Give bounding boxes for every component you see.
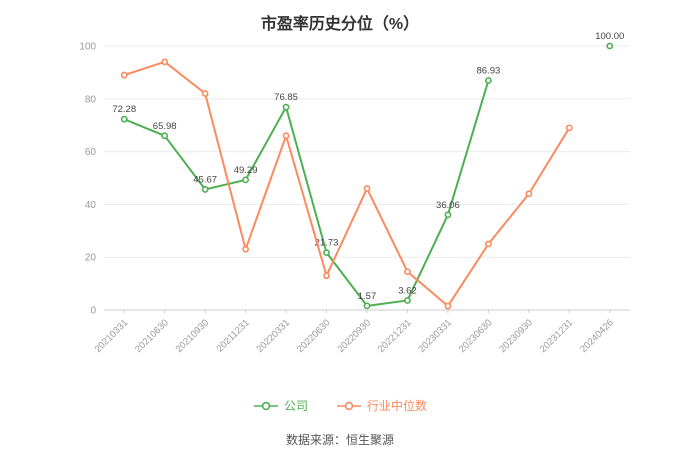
value-label: 100.00 <box>595 31 624 42</box>
x-axis-tick-label: 20211231 <box>215 317 252 354</box>
value-label: 86.93 <box>476 66 500 77</box>
data-point-company[interactable] <box>242 176 250 184</box>
x-axis-tick-label: 20230331 <box>416 317 454 355</box>
data-point-company[interactable] <box>282 103 290 111</box>
data-point-company[interactable] <box>404 297 411 304</box>
x-axis-tick-label: 20231231 <box>538 317 576 355</box>
value-label: 36.06 <box>436 200 460 211</box>
value-label: 49.29 <box>234 165 258 176</box>
legend-marker-industry-median-icon <box>337 401 361 410</box>
data-point-industry-median[interactable] <box>404 268 411 276</box>
data-point-industry-median[interactable] <box>323 272 330 280</box>
x-axis-tick-label: 20220630 <box>295 317 333 355</box>
data-point-company[interactable] <box>201 186 209 193</box>
x-axis-tick-label: 20220930 <box>335 317 373 355</box>
value-label: 1.57 <box>358 291 377 302</box>
value-label: 65.98 <box>153 121 177 132</box>
x-axis-tick-label: 20210331 <box>93 317 131 355</box>
legend-label: 公司 <box>283 399 308 413</box>
value-label: 72.28 <box>112 104 136 115</box>
x-axis-tick-label: 20240426 <box>578 317 616 355</box>
series-line-industry-median <box>123 60 571 308</box>
y-axis-tick-label: 40 <box>85 200 97 211</box>
data-point-company[interactable] <box>484 77 492 84</box>
data-point-industry-median[interactable] <box>242 245 250 253</box>
data-point-industry-median[interactable] <box>120 71 128 79</box>
legend-circle <box>261 401 271 410</box>
x-axis-tick-label: 20230930 <box>497 317 535 355</box>
data-point-industry-median[interactable] <box>444 302 452 310</box>
chart-title: 市盈率历史分位（%） <box>260 16 420 33</box>
data-point-industry-median[interactable] <box>282 132 290 140</box>
legend-label: 行业中位数 <box>367 399 428 413</box>
x-axis-tick-label: 20210930 <box>174 317 212 355</box>
data-point-company[interactable] <box>323 249 330 257</box>
data-point-company[interactable] <box>161 132 169 140</box>
y-axis-tick-label: 20 <box>85 253 97 264</box>
y-axis-tick-label: 100 <box>79 42 96 53</box>
value-label: 45.67 <box>193 174 217 185</box>
x-axis-tick-label: 20210630 <box>133 317 171 355</box>
data-point-industry-median[interactable] <box>161 58 169 66</box>
chart-legend: 公司 行业中位数 <box>0 397 680 414</box>
data-point-company[interactable] <box>444 211 452 219</box>
value-label: 76.85 <box>274 92 298 103</box>
value-label: 3.62 <box>398 285 417 296</box>
value-label: 21.73 <box>315 238 339 249</box>
data-point-industry-median[interactable] <box>201 90 209 97</box>
data-point-company[interactable] <box>606 42 614 50</box>
data-point-industry-median[interactable] <box>363 185 371 192</box>
legend-circle <box>344 401 354 410</box>
legend-marker-company-icon <box>253 401 278 410</box>
data-point-industry-median[interactable] <box>484 240 492 248</box>
data-point-company[interactable] <box>120 115 128 123</box>
x-axis-tick-label: 20230630 <box>457 317 495 355</box>
legend-item-industry-median[interactable]: 行业中位数 <box>336 397 427 414</box>
data-point-industry-median[interactable] <box>525 190 533 198</box>
y-axis-tick-label: 80 <box>85 94 97 105</box>
y-axis-tick-label: 60 <box>85 147 97 158</box>
x-axis-tick-label: 20220331 <box>255 317 293 355</box>
series-line-company <box>123 80 490 307</box>
legend-item-company[interactable]: 公司 <box>253 397 308 414</box>
x-axis-tick-label: 20221231 <box>376 317 414 355</box>
y-axis-tick-label: 0 <box>90 306 96 317</box>
data-point-industry-median[interactable] <box>565 124 573 132</box>
data-point-company[interactable] <box>363 302 371 310</box>
data-source-note: 数据来源：恒生聚源 <box>285 433 394 447</box>
